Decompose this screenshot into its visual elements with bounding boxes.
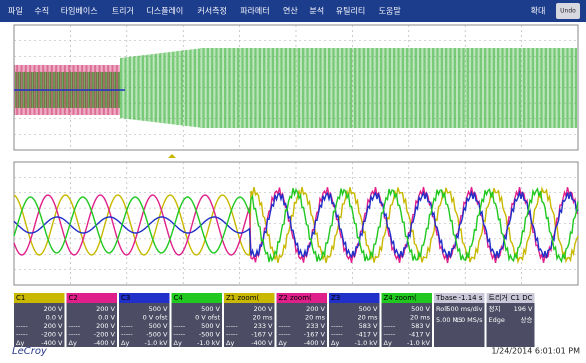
row-label: ----- — [16, 331, 28, 339]
box-label: Z3 — [331, 294, 340, 302]
brand: LeCroy — [12, 346, 48, 357]
menu-item[interactable]: 연산 — [283, 6, 298, 16]
row-value: 196 V — [514, 305, 533, 313]
row-value: 583 V — [359, 322, 378, 330]
row-value: -1.0 kV — [355, 339, 379, 347]
row-label: Edge — [489, 316, 505, 324]
box-label: C3 — [121, 294, 130, 302]
trigger-marker — [168, 154, 176, 158]
box-label: C2 — [69, 294, 78, 302]
row-value: -167 V — [251, 331, 273, 339]
row-value: 상승 — [521, 315, 533, 324]
row-value: -417 V — [356, 331, 378, 339]
row-label: 정지 — [489, 304, 501, 313]
row-value: 583 V — [411, 322, 430, 330]
row-label: ----- — [174, 331, 186, 339]
row-value: 200 V — [44, 305, 63, 313]
row-value: -400 V — [251, 339, 273, 347]
row-value: 200 V — [44, 322, 63, 330]
row-label: ----- — [121, 322, 133, 330]
row-value: 20 ms — [305, 314, 326, 322]
box-label: C4 — [174, 294, 184, 302]
row-value: 233 V — [254, 322, 273, 330]
menu-item[interactable]: 타임베이스 — [61, 6, 98, 16]
scope-screen: 파일수직타임베이스트리거디스플레이커서측정파라메터연산분석유틸리티도움말 확대 … — [0, 0, 586, 359]
row-value: -1.0 kV — [145, 339, 169, 347]
zoom-button[interactable]: 확대 — [531, 6, 546, 16]
box-label: Tbase — [435, 294, 457, 302]
row-label: Δy — [121, 339, 129, 347]
row-value: 233 V — [306, 322, 325, 330]
row-value: 0.0 V — [46, 314, 63, 322]
box-badge: -1.14 s — [459, 294, 483, 302]
menu-item[interactable]: 도움말 — [379, 7, 402, 16]
row-label: ----- — [384, 331, 396, 339]
row-label: Δy — [279, 339, 287, 347]
row-value: 0.0 V — [98, 314, 115, 322]
row-value: -200 V — [41, 331, 63, 339]
row-label: ----- — [174, 322, 186, 330]
menu-item[interactable]: 파라메터 — [240, 7, 269, 16]
menu-item[interactable]: 분석 — [309, 6, 324, 16]
row-value: 500 V — [201, 305, 220, 313]
menu-item[interactable]: 커서측정 — [197, 6, 226, 16]
row-value: 200 V — [254, 305, 273, 313]
row-value: 20 ms — [357, 314, 378, 322]
row-value: 1.0 MS/s — [455, 316, 483, 324]
row-value: -167 V — [304, 331, 326, 339]
row-value: -417 V — [409, 331, 431, 339]
row-value: 500 V — [149, 322, 168, 330]
row-value: 500 V — [149, 305, 168, 313]
box-badge: C1 DC — [511, 294, 533, 302]
row-value: 500 V — [411, 305, 430, 313]
row-label: ----- — [279, 331, 291, 339]
row-value: 200 V — [96, 305, 115, 313]
row-value: -1.0 kV — [407, 339, 431, 347]
undo-button[interactable]: Undo — [560, 8, 576, 15]
menu-item[interactable]: 트리거 — [112, 7, 134, 16]
menu-item[interactable]: 수직 — [34, 6, 49, 16]
timestamp: 1/24/2014 6:01:01 PM — [491, 347, 580, 356]
row-label: Δy — [384, 339, 392, 347]
row-label: ----- — [16, 322, 28, 330]
box-label: 트리거 — [489, 293, 508, 302]
row-label: Δy — [69, 339, 77, 347]
row-value: -500 V — [199, 331, 221, 339]
row-label: ----- — [226, 322, 238, 330]
row-label: ----- — [121, 331, 133, 339]
row-value: 20 ms — [410, 314, 431, 322]
row-value: 0 V ofst — [143, 314, 168, 322]
box-label: C1 — [16, 294, 25, 302]
box-label: Z4 zoom( — [384, 294, 418, 302]
row-value: 500 ms/div — [446, 305, 482, 313]
menu-item[interactable]: 파일 — [8, 7, 23, 16]
row-label: ----- — [69, 331, 81, 339]
row-label: ----- — [384, 322, 396, 330]
row-value: -200 V — [94, 331, 116, 339]
row-label: ----- — [331, 331, 343, 339]
row-value: 200 V — [306, 305, 325, 313]
row-value: -1.0 kV — [197, 339, 221, 347]
row-label: Δy — [331, 339, 339, 347]
box-label: Z1 zoom( — [226, 294, 260, 302]
row-value: 200 V — [96, 322, 115, 330]
box-label: Z2 zoom( — [279, 294, 313, 302]
row-label: Δy — [174, 339, 182, 347]
row-value: 500 V — [359, 305, 378, 313]
row-label: ----- — [226, 331, 238, 339]
row-label: ----- — [331, 322, 343, 330]
row-value: -400 V — [304, 339, 326, 347]
row-value: -400 V — [94, 339, 116, 347]
row-value: 20 ms — [252, 314, 273, 322]
row-value: 0 V ofst — [195, 314, 220, 322]
row-value: -500 V — [146, 331, 168, 339]
menu-item[interactable]: 디스플레이 — [146, 6, 183, 16]
row-value: 500 V — [201, 322, 220, 330]
row-label: ----- — [279, 322, 291, 330]
menu-item[interactable]: 유틸리티 — [336, 6, 365, 16]
row-label: Δy — [226, 339, 234, 347]
row-label: ----- — [69, 322, 81, 330]
